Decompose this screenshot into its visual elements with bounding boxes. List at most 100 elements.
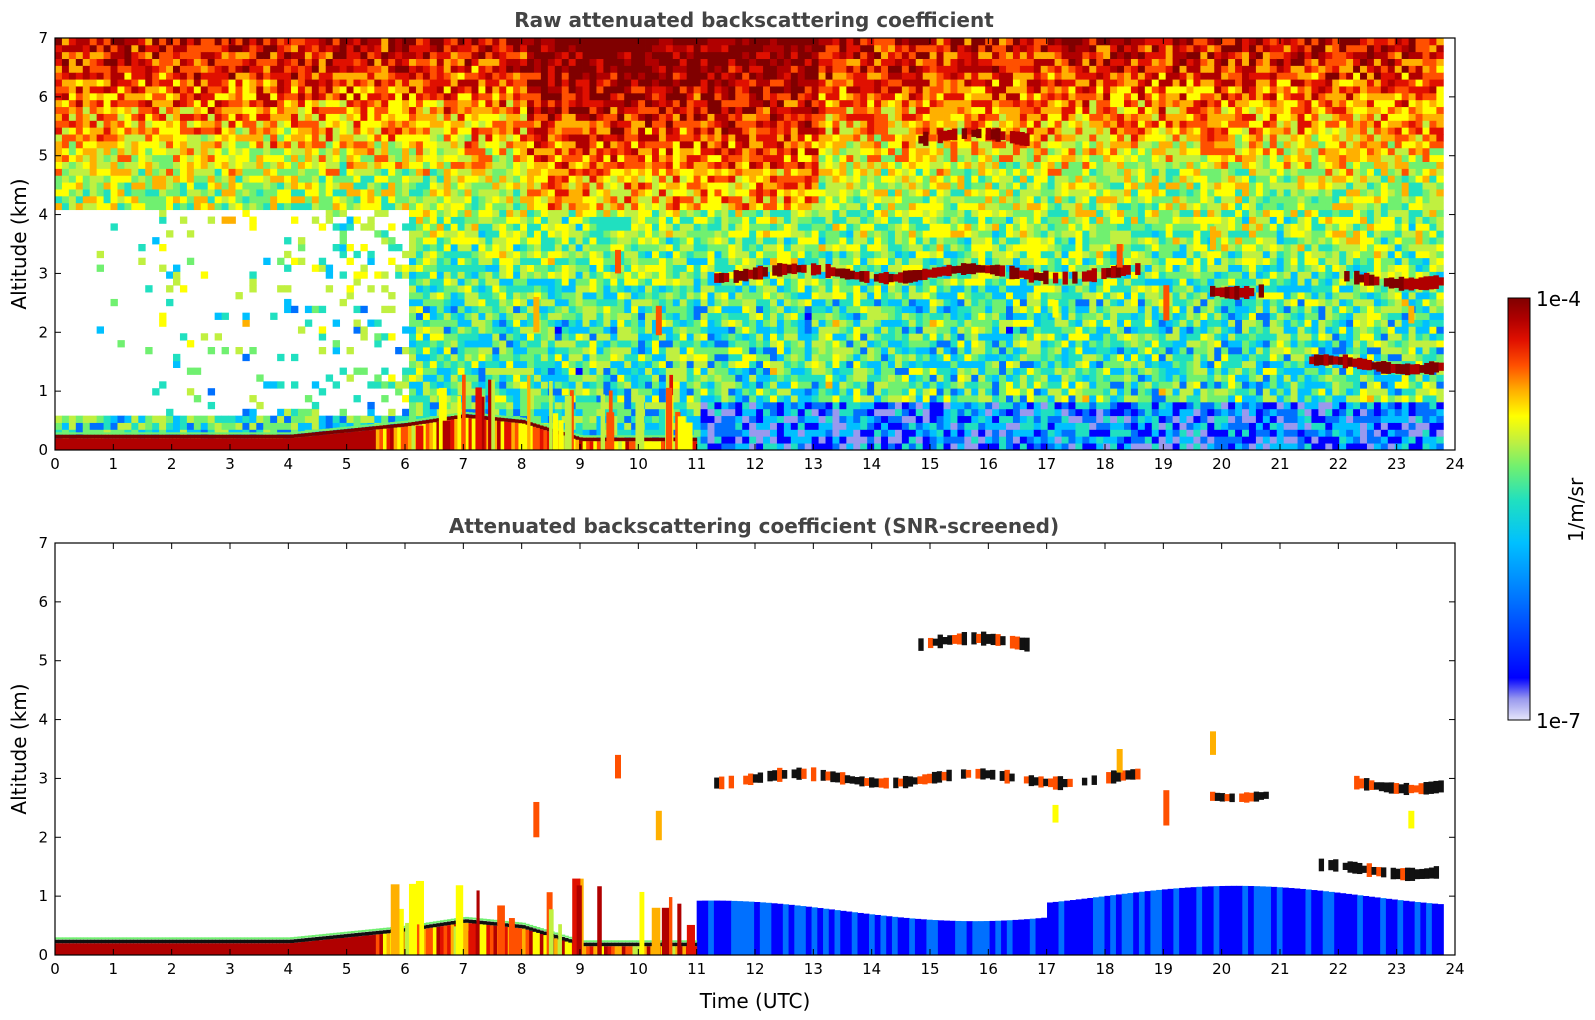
heatmap-cell <box>562 265 569 272</box>
heatmap-cell <box>437 127 444 134</box>
heatmap-cell <box>701 107 708 114</box>
heatmap-cell <box>152 120 159 127</box>
heatmap-cell <box>409 347 416 354</box>
heatmap-cell <box>270 65 277 72</box>
heatmap-cell <box>485 59 492 66</box>
heatmap-cell <box>242 203 249 210</box>
heatmap-cell <box>624 416 631 423</box>
heatmap-cell <box>777 155 784 162</box>
heatmap-cell <box>402 182 409 189</box>
heatmap-cell <box>492 292 499 299</box>
heatmap-cell <box>423 223 430 230</box>
heatmap-cell <box>395 100 402 107</box>
heatmap-cell <box>680 196 687 203</box>
heatmap-cell <box>478 278 485 285</box>
heatmap-cell <box>527 45 534 52</box>
heatmap-cell <box>166 79 173 86</box>
heatmap-cell <box>513 93 520 100</box>
heatmap-cell <box>444 162 451 169</box>
heatmap-cell <box>735 93 742 100</box>
heatmap-cell <box>395 141 402 148</box>
heatmap-cell <box>728 114 735 121</box>
heatmap-cell <box>666 107 673 114</box>
heatmap-cell <box>624 230 631 237</box>
heatmap-cell <box>333 134 340 141</box>
heatmap-cell <box>777 168 784 175</box>
heatmap-cell <box>520 175 527 182</box>
heatmap-cell <box>777 354 784 361</box>
heatmap-cell <box>770 278 777 285</box>
heatmap-cell <box>680 374 687 381</box>
heatmap-cell <box>326 374 333 381</box>
heatmap-cell <box>347 189 354 196</box>
heatmap-cell <box>596 361 603 368</box>
heatmap-cell <box>485 271 492 278</box>
heatmap-cell <box>624 196 631 203</box>
heatmap-cell <box>624 258 631 265</box>
heatmap-cell <box>312 100 319 107</box>
heatmap-cell <box>423 340 430 347</box>
heatmap-cell <box>458 347 465 354</box>
heatmap-cell <box>721 326 728 333</box>
heatmap-cell <box>645 299 652 306</box>
heatmap-cell <box>97 127 104 134</box>
heatmap-cell <box>596 134 603 141</box>
heatmap-cell <box>416 354 423 361</box>
heatmap-cell <box>714 120 721 127</box>
heatmap-cell <box>624 210 631 217</box>
heatmap-cell <box>534 395 541 402</box>
heatmap-cell <box>256 134 263 141</box>
heatmap-cell <box>763 189 770 196</box>
heatmap-cell <box>305 168 312 175</box>
heatmap-cell <box>735 182 742 189</box>
heatmap-cell <box>208 189 215 196</box>
heatmap-cell <box>451 189 458 196</box>
heatmap-cell <box>277 354 284 361</box>
heatmap-cell <box>409 93 416 100</box>
heatmap-cell <box>437 196 444 203</box>
heatmap-cell <box>451 230 458 237</box>
heatmap-cell <box>451 210 458 217</box>
heatmap-cell <box>569 162 576 169</box>
heatmap-cell <box>229 127 236 134</box>
heatmap-cell <box>208 168 215 175</box>
heatmap-cell <box>562 93 569 100</box>
heatmap-cell <box>381 148 388 155</box>
heatmap-cell <box>444 354 451 361</box>
heatmap-cell <box>708 223 715 230</box>
heatmap-cell <box>347 127 354 134</box>
heatmap-cell <box>583 182 590 189</box>
heatmap-cell <box>652 134 659 141</box>
heatmap-cell <box>694 292 701 299</box>
heatmap-cell <box>340 368 347 375</box>
heatmap-cell <box>451 271 458 278</box>
heatmap-cell <box>562 271 569 278</box>
heatmap-cell <box>374 230 381 237</box>
heatmap-cell <box>569 72 576 79</box>
heatmap-cell <box>62 423 69 430</box>
heatmap-cell <box>548 175 555 182</box>
heatmap-cell <box>319 388 326 395</box>
heatmap-cell <box>97 52 104 59</box>
heatmap-cell <box>124 52 131 59</box>
heatmap-cell <box>395 120 402 127</box>
heatmap-cell <box>208 155 215 162</box>
heatmap-cell <box>652 340 659 347</box>
heatmap-cell <box>472 189 479 196</box>
heatmap-cell <box>666 361 673 368</box>
heatmap-cell <box>381 65 388 72</box>
heatmap-cell <box>548 347 555 354</box>
heatmap-cell <box>583 223 590 230</box>
heatmap-cell <box>763 100 770 107</box>
heatmap-cell <box>367 175 374 182</box>
heatmap-cell <box>617 86 624 93</box>
heatmap-cell <box>138 244 145 251</box>
heatmap-cell <box>548 86 555 93</box>
heatmap-cell <box>284 38 291 45</box>
heatmap-cell <box>506 93 513 100</box>
heatmap-cell <box>152 237 159 244</box>
heatmap-cell <box>603 141 610 148</box>
heatmap-cell <box>652 65 659 72</box>
heatmap-cell <box>367 127 374 134</box>
heatmap-cell <box>166 52 173 59</box>
